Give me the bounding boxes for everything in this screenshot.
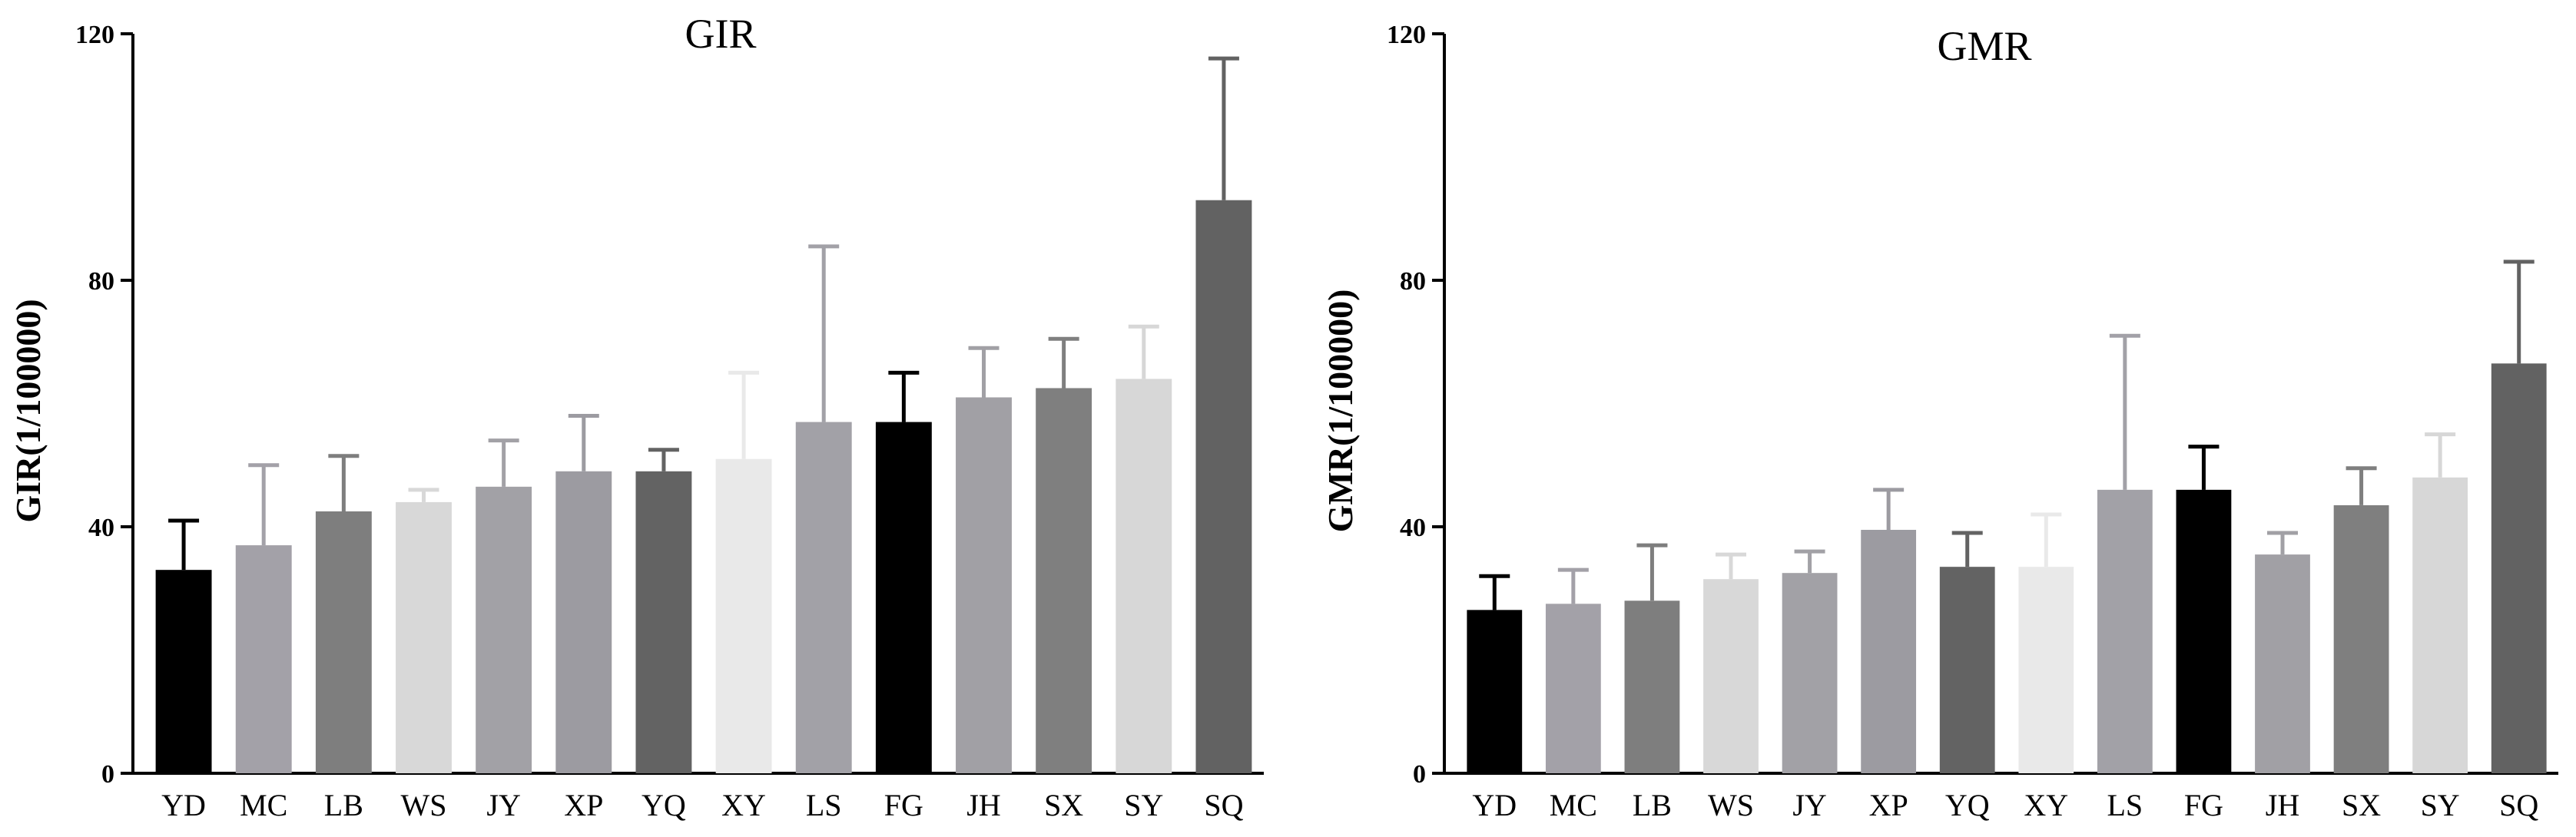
gmr-category-label-ws: WS (1708, 788, 1754, 822)
gmr-y-tick-label: 0 (1413, 760, 1426, 789)
gmr-bar-lb (1624, 600, 1680, 773)
gir-y-tick-label: 120 (75, 21, 114, 49)
gmr-category-label-xy: XY (2024, 788, 2068, 822)
gir-category-label-sy: SY (1124, 788, 1163, 822)
gir-category-label-fg: FG (884, 788, 923, 822)
gir-y-tick-label: 80 (88, 267, 114, 296)
gir-bar-ws (396, 501, 452, 773)
gir-category-label-yd: YD (161, 788, 206, 822)
gmr-bar-sy (2412, 477, 2468, 773)
gir-y-tick-label: 40 (88, 514, 114, 542)
gir-category-label-sx: SX (1044, 788, 1083, 822)
gir-category-label-ws: WS (401, 788, 447, 822)
gir-bar-xp (555, 471, 612, 773)
gir-chart-panel: GIR GIR(1/100000) 0 40 80 120 YD MC LB WS JY XP YQ… (8, 11, 1264, 822)
gir-bar-sx (1036, 388, 1092, 773)
gmr-chart-title: GMR (1937, 23, 2031, 69)
gir-bar-fg (875, 422, 932, 773)
gmr-bar-xy (2018, 567, 2074, 773)
gmr-category-label-ls: LS (2107, 788, 2143, 822)
gir-bar-lb (315, 511, 372, 773)
gmr-y-tick-label: 40 (1400, 514, 1426, 542)
gmr-category-label-sq: SQ (2499, 788, 2538, 822)
gmr-category-label-jh: JH (2266, 788, 2299, 822)
gmr-chart-panel: GMR GMR(1/100000) 0 40 80 120 YD MC LB WS JY XP YQ… (1321, 21, 2558, 822)
gmr-bar-ls (2097, 489, 2153, 773)
gir-category-label-ls: LS (806, 788, 842, 822)
gmr-category-label-jy: JY (1792, 788, 1826, 822)
gir-category-label-mc: MC (240, 788, 287, 822)
gir-bar-jy (476, 486, 532, 773)
gmr-y-tick-label: 120 (1387, 21, 1426, 49)
gir-category-label-jh: JH (966, 788, 1000, 822)
gmr-category-label-fg: FG (2184, 788, 2223, 822)
gir-y-axis-label: GIR(1/100000) (8, 299, 48, 522)
gmr-bar-mc (1545, 604, 1601, 773)
gmr-category-label-xp: XP (1869, 788, 1908, 822)
gmr-bar-yq (1939, 567, 1995, 773)
gmr-bar-ws (1703, 579, 1759, 773)
gmr-y-axis-label: GMR(1/100000) (1321, 289, 1360, 533)
gmr-bar-jy (1782, 573, 1838, 773)
gir-category-label-xy: XY (721, 788, 766, 822)
gir-bar-sq (1195, 200, 1252, 773)
gmr-bar-sq (2491, 363, 2547, 773)
gmr-category-label-yd: YD (1472, 788, 1517, 822)
gmr-bar-xp (1861, 530, 1917, 773)
gmr-bar-fg (2176, 489, 2232, 773)
gmr-bar-jh (2255, 554, 2310, 773)
gir-chart-title: GIR (685, 11, 757, 57)
gir-bar-sy (1116, 379, 1172, 773)
gir-bar-jh (956, 397, 1012, 773)
gir-y-tick-label: 0 (101, 760, 114, 789)
gir-bar-yq (635, 471, 692, 773)
gir-bar-yd (155, 570, 212, 773)
gmr-category-label-sx: SX (2342, 788, 2381, 822)
gmr-category-label-yq: YQ (1945, 788, 1990, 822)
gmr-bar-sx (2333, 505, 2389, 773)
gmr-category-label-mc: MC (1550, 788, 1597, 822)
gmr-y-tick-label: 80 (1400, 267, 1426, 296)
gir-category-label-sq: SQ (1204, 788, 1243, 822)
gir-category-label-jy: JY (486, 788, 520, 822)
gir-bar-ls (795, 422, 852, 773)
gmr-bar-yd (1467, 610, 1523, 773)
gir-bar-xy (715, 458, 772, 773)
gmr-category-label-lb: LB (1633, 788, 1672, 822)
gir-bar-mc (235, 545, 292, 773)
gir-category-label-lb: LB (324, 788, 363, 822)
gir-category-label-xp: XP (564, 788, 603, 822)
gmr-category-label-sy: SY (2421, 788, 2460, 822)
gir-category-label-yq: YQ (642, 788, 686, 822)
